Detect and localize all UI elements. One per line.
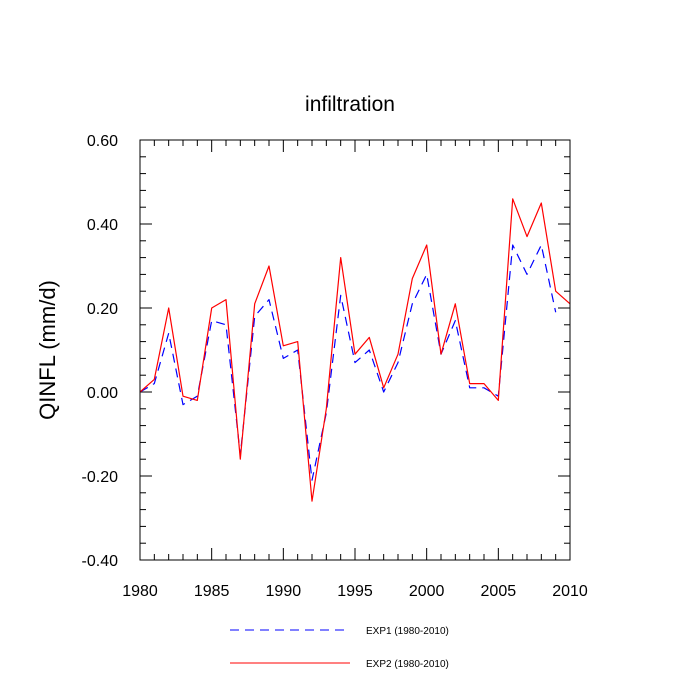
x-tick-label: 2000	[409, 583, 445, 600]
x-tick-label: 1980	[122, 583, 158, 600]
y-tick-label: 0.60	[87, 133, 118, 150]
x-tick-label: 2005	[481, 583, 517, 600]
series-line-1	[139, 244, 557, 481]
tick-labels: 1980 1985 1990 1995 2000 2005 2010 -0.40 -0.20 0.…	[82, 133, 588, 600]
x-tick-label: 1990	[266, 583, 302, 600]
x-tick-label: 1985	[194, 583, 230, 600]
plot-frame	[139, 139, 571, 561]
y-tick-label: 0.00	[87, 385, 118, 402]
x-tick-label: 2010	[552, 583, 588, 600]
axis-ticks	[139, 139, 571, 561]
y-tick-label: 0.20	[87, 301, 118, 318]
y-tick-label: 0.40	[87, 217, 118, 234]
x-tick-label: 1995	[337, 583, 373, 600]
y-tick-label: -0.40	[82, 553, 119, 570]
y-tick-label: -0.20	[82, 469, 119, 486]
chart-title: infiltration	[305, 93, 395, 116]
series-line-2	[139, 198, 571, 502]
y-axis-label: QINFL (mm/d)	[35, 280, 60, 420]
series-layer	[139, 198, 571, 502]
legend-label-2: EXP2 (1980-2010)	[366, 659, 449, 670]
legend: EXP1 (1980-2010) EXP2 (1980-2010)	[230, 626, 449, 670]
legend-label-1: EXP1 (1980-2010)	[366, 626, 449, 637]
